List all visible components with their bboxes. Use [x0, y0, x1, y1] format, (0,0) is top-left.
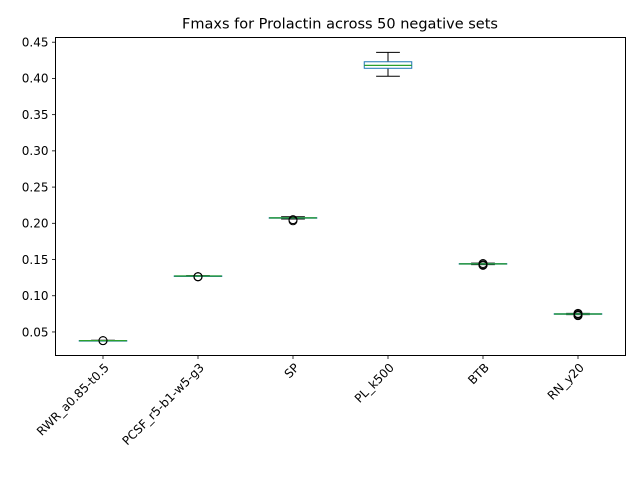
xtick-label: PL_k500	[352, 361, 397, 406]
ytick-label: 0.40	[22, 72, 49, 86]
xtick-label: BTB	[465, 361, 492, 388]
box-3	[363, 51, 413, 77]
ytick-label: 0.30	[22, 144, 49, 158]
flier	[193, 272, 203, 282]
flier	[288, 215, 298, 225]
ytick-label: 0.35	[22, 108, 49, 122]
ytick-label: 0.10	[22, 289, 49, 303]
xtick-label: PCSF_r5-b1-w5-g3	[120, 361, 207, 448]
box-5	[553, 308, 603, 321]
ytick-label: 0.15	[22, 253, 49, 267]
xtick-label: RN_y20	[545, 361, 587, 403]
boxes	[78, 51, 603, 346]
y-axis: 0.05 0.10 0.15 0.20 0.25 0.30 0.35 0.40 0.45	[22, 36, 56, 339]
ytick-label: 0.05	[22, 325, 49, 339]
ytick-label: 0.25	[22, 180, 49, 194]
chart-title: Fmaxs for Prolactin across 50 negative s…	[182, 17, 498, 33]
xtick-label: RWR_a0.85-t0.5	[34, 361, 112, 439]
box-1	[173, 272, 223, 282]
x-axis: RWR_a0.85-t0.5 PCSF_r5-b1-w5-g3 SP PL_k500 B…	[34, 355, 587, 448]
box-0	[78, 336, 128, 346]
box-4	[458, 259, 508, 270]
ytick-label: 0.20	[22, 217, 49, 231]
xtick-label: SP	[282, 361, 302, 381]
flier	[98, 336, 108, 346]
ytick-label: 0.45	[22, 36, 49, 50]
flier	[573, 308, 583, 318]
box-2	[268, 215, 318, 226]
plot-frame	[55, 37, 626, 356]
flier	[478, 259, 488, 269]
